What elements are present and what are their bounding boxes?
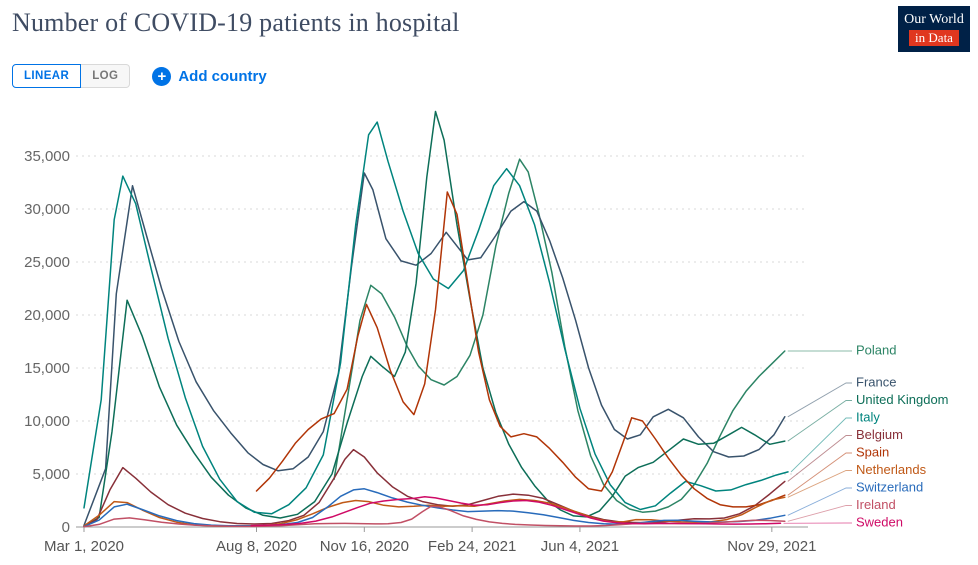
series-line-switzerland[interactable] — [83, 488, 786, 528]
owid-logo-line2: in Data — [909, 30, 959, 46]
linear-scale-button[interactable]: LINEAR — [12, 64, 82, 88]
x-axis-tick-label: Mar 1, 2020 — [44, 538, 124, 555]
add-country-label: Add country — [178, 67, 267, 85]
series-line-united-kingdom[interactable] — [83, 110, 786, 528]
legend-label-switzerland[interactable]: Switzerland — [856, 479, 923, 494]
y-axis-tick-label: 5,000 — [32, 466, 70, 483]
legend-label-ireland[interactable]: Ireland — [856, 497, 896, 512]
y-axis-tick-label: 20,000 — [24, 307, 70, 324]
series-line-france[interactable] — [83, 172, 786, 527]
legend-label-sweden[interactable]: Sweden — [856, 514, 903, 529]
series-line-netherlands[interactable] — [83, 496, 786, 528]
y-axis-tick-label: 0 — [62, 519, 70, 536]
y-axis-tick-label: 10,000 — [24, 413, 70, 430]
legend-connector-spain — [787, 452, 852, 496]
legend-label-netherlands[interactable]: Netherlands — [856, 462, 927, 477]
legend-label-italy[interactable]: Italy — [856, 409, 880, 424]
series-line-spain[interactable] — [255, 191, 786, 508]
legend-label-united-kingdom[interactable]: United Kingdom — [856, 392, 949, 407]
x-axis-tick-label: Aug 8, 2020 — [216, 538, 297, 555]
x-axis-tick-label: Jun 4, 2021 — [541, 538, 619, 555]
y-axis-tick-label: 30,000 — [24, 201, 70, 218]
x-axis-tick-label: Nov 29, 2021 — [727, 538, 816, 555]
x-axis-tick-label: Nov 16, 2020 — [320, 538, 409, 555]
plus-circle-icon: + — [152, 66, 172, 86]
add-country-button[interactable]: + Add country — [152, 66, 267, 86]
chart-toolbar: LINEAR LOG + Add country — [12, 64, 267, 88]
legend-connector-ireland — [787, 505, 852, 522]
y-axis-tick-label: 15,000 — [24, 360, 70, 377]
scale-toggle: LINEAR LOG — [12, 64, 131, 88]
owid-logo[interactable]: Our World in Data — [898, 6, 970, 52]
legend-label-belgium[interactable]: Belgium — [856, 427, 903, 442]
legend-connector-netherlands — [787, 470, 852, 498]
legend-label-france[interactable]: France — [856, 374, 896, 389]
legend-connector-switzerland — [787, 487, 852, 516]
chart-canvas[interactable]: 0 5,000 10,000 15,000 20,000 25,000 30,000 35,0… — [0, 95, 978, 565]
series-line-belgium[interactable] — [83, 448, 786, 528]
log-scale-button[interactable]: LOG — [81, 64, 131, 88]
legend-connector-italy — [790, 417, 852, 473]
y-axis-tick-label: 35,000 — [24, 148, 70, 165]
y-axis-tick-label: 25,000 — [24, 254, 70, 271]
legend-label-spain[interactable]: Spain — [856, 444, 889, 459]
page-title: Number of COVID-19 patients in hospital — [12, 8, 460, 37]
legend-connector-united-kingdom — [787, 400, 852, 442]
legend-connector-france — [787, 382, 852, 418]
x-axis-tick-label: Feb 24, 2021 — [428, 538, 516, 555]
series-line-italy[interactable] — [83, 121, 789, 515]
owid-logo-line1: Our World — [904, 12, 964, 27]
series-line-sweden[interactable] — [250, 496, 782, 527]
legend-connector-belgium — [787, 435, 852, 482]
series-line-poland[interactable] — [333, 158, 786, 513]
legend-label-poland[interactable]: Poland — [856, 342, 896, 357]
